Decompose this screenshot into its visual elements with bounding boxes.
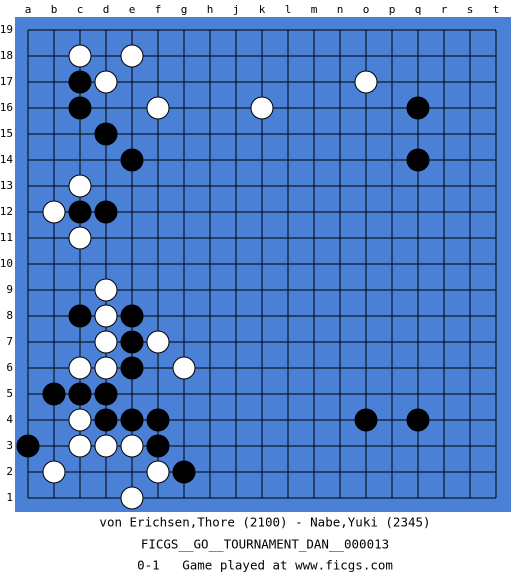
column-label: t xyxy=(493,3,500,16)
row-label: 6 xyxy=(6,361,13,374)
column-label: h xyxy=(207,3,214,16)
black-stone xyxy=(94,122,118,146)
row-label: 18 xyxy=(0,49,13,62)
white-stone xyxy=(120,486,144,510)
column-label: d xyxy=(103,3,110,16)
row-label: 15 xyxy=(0,127,13,140)
row-label: 3 xyxy=(6,439,13,452)
black-stone xyxy=(94,382,118,406)
black-stone xyxy=(94,200,118,224)
row-label: 1 xyxy=(6,491,13,504)
white-stone xyxy=(94,278,118,302)
row-label: 10 xyxy=(0,257,13,270)
column-label: p xyxy=(389,3,396,16)
row-label: 13 xyxy=(0,179,13,192)
row-label: 2 xyxy=(6,465,13,478)
white-stone xyxy=(94,434,118,458)
column-label: k xyxy=(259,3,266,16)
black-stone xyxy=(406,148,430,172)
row-label: 16 xyxy=(0,101,13,114)
white-stone xyxy=(68,44,92,68)
black-stone xyxy=(146,408,170,432)
row-label: 9 xyxy=(6,283,13,296)
white-stone xyxy=(146,96,170,120)
row-label: 14 xyxy=(0,153,13,166)
black-stone xyxy=(406,96,430,120)
column-label: e xyxy=(129,3,136,16)
column-label: j xyxy=(233,3,240,16)
white-stone xyxy=(146,460,170,484)
column-label: f xyxy=(155,3,162,16)
column-label: a xyxy=(25,3,32,16)
column-label: c xyxy=(77,3,84,16)
white-stone xyxy=(42,200,66,224)
column-label: r xyxy=(441,3,448,16)
black-stone xyxy=(172,460,196,484)
column-label: b xyxy=(51,3,58,16)
black-stone xyxy=(42,382,66,406)
white-stone xyxy=(94,330,118,354)
row-label: 11 xyxy=(0,231,13,244)
white-stone xyxy=(120,44,144,68)
white-stone xyxy=(68,434,92,458)
black-stone xyxy=(68,70,92,94)
row-label: 7 xyxy=(6,335,13,348)
black-stone xyxy=(406,408,430,432)
white-stone xyxy=(94,70,118,94)
white-stone xyxy=(68,174,92,198)
column-label: n xyxy=(337,3,344,16)
row-label: 4 xyxy=(6,413,13,426)
black-stone xyxy=(354,408,378,432)
black-stone xyxy=(120,330,144,354)
black-stone xyxy=(120,356,144,380)
black-stone xyxy=(120,148,144,172)
black-stone xyxy=(146,434,170,458)
black-stone xyxy=(16,434,40,458)
row-label: 8 xyxy=(6,309,13,322)
white-stone xyxy=(68,408,92,432)
players: von Erichsen,Thore (2100) - Nabe,Yuki (2… xyxy=(99,515,430,530)
white-stone xyxy=(94,304,118,328)
black-stone xyxy=(68,96,92,120)
column-label: l xyxy=(285,3,292,16)
white-stone xyxy=(42,460,66,484)
column-label: m xyxy=(311,3,318,16)
white-stone xyxy=(146,330,170,354)
column-label: o xyxy=(363,3,370,16)
white-stone xyxy=(250,96,274,120)
white-stone xyxy=(172,356,196,380)
white-stone xyxy=(120,434,144,458)
row-label: 12 xyxy=(0,205,13,218)
result: 0-1 Game played at www.ficgs.com xyxy=(137,558,393,573)
black-stone xyxy=(68,382,92,406)
event: FICGS__GO__TOURNAMENT_DAN__000013 xyxy=(141,537,389,552)
black-stone xyxy=(68,200,92,224)
white-stone xyxy=(68,356,92,380)
black-stone xyxy=(120,408,144,432)
row-label: 19 xyxy=(0,23,13,36)
black-stone xyxy=(94,408,118,432)
column-label: s xyxy=(467,3,474,16)
black-stone xyxy=(68,304,92,328)
column-label: g xyxy=(181,3,188,16)
white-stone xyxy=(68,226,92,250)
column-label: q xyxy=(415,3,422,16)
row-label: 17 xyxy=(0,75,13,88)
black-stone xyxy=(120,304,144,328)
white-stone xyxy=(354,70,378,94)
white-stone xyxy=(94,356,118,380)
row-label: 5 xyxy=(6,387,13,400)
